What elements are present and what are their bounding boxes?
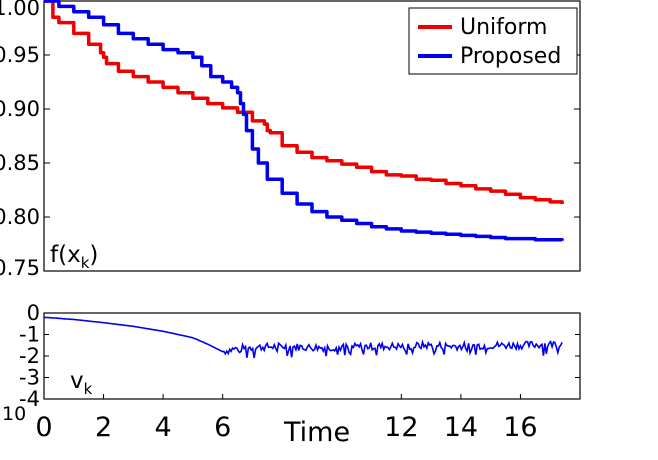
bottom-panel: 0-1-2-3-4 vk 0 2 4 6 12 14 16 10 Time <box>2 301 581 448</box>
bottom-ytick-label: -4 <box>19 387 40 411</box>
x-exponent-label: 10 <box>2 403 26 425</box>
top-ylabel-base: f(x <box>50 242 81 268</box>
top-ylabel-close: ) <box>89 242 98 268</box>
bottom-ylabel-base: v <box>70 368 84 394</box>
bottom-y-ticks: 0-1-2-3-4 <box>19 301 580 411</box>
top-ytick-label: 1.00 <box>0 0 40 20</box>
series-line-vk <box>43 316 563 359</box>
legend-label-uniform: Uniform <box>460 15 547 40</box>
legend-label-proposed: Proposed <box>460 44 561 69</box>
top-ytick-label: 0.90 <box>0 97 40 121</box>
bottom-xtick-label: 16 <box>503 412 537 443</box>
top-panel: 0.75 0.80 0.85 0.90 0.95 1.00 f(xk) Uniform P… <box>0 0 581 280</box>
bottom-xtick-label: 4 <box>155 412 172 443</box>
bottom-ylabel-sub: k <box>84 380 93 398</box>
bottom-ytick-label: 0 <box>27 301 40 325</box>
x-axis-label: Time <box>283 417 350 448</box>
top-ylabel-sub: k <box>81 254 90 272</box>
bottom-xtick-label: 14 <box>444 412 478 443</box>
bottom-xtick-label: 0 <box>35 412 52 443</box>
legend: Uniform Proposed <box>408 7 578 75</box>
top-plot-frame <box>43 0 581 272</box>
top-ylabel: f(xk) <box>50 242 98 272</box>
top-ytick-label: 0.75 <box>0 256 40 280</box>
top-ytick-label: 0.80 <box>0 205 40 229</box>
series-line-uniform <box>44 0 564 204</box>
bottom-ytick-label: -2 <box>19 344 40 368</box>
top-ytick-label: 0.95 <box>0 43 40 67</box>
bottom-x-ticks: 0 2 4 6 12 14 16 <box>35 394 538 443</box>
top-series-lines <box>44 0 564 242</box>
bottom-ytick-label: -1 <box>19 323 40 347</box>
bottom-xtick-label: 12 <box>384 412 418 443</box>
top-ytick-label: 0.85 <box>0 151 40 175</box>
bottom-series-lines <box>43 316 563 359</box>
bottom-ylabel: vk <box>70 368 93 398</box>
bottom-xtick-label: 6 <box>214 412 231 443</box>
legend-box <box>408 7 578 75</box>
series-line-proposed <box>44 0 564 242</box>
bottom-ytick-label: -3 <box>19 366 40 390</box>
bottom-xtick-label: 2 <box>95 412 112 443</box>
